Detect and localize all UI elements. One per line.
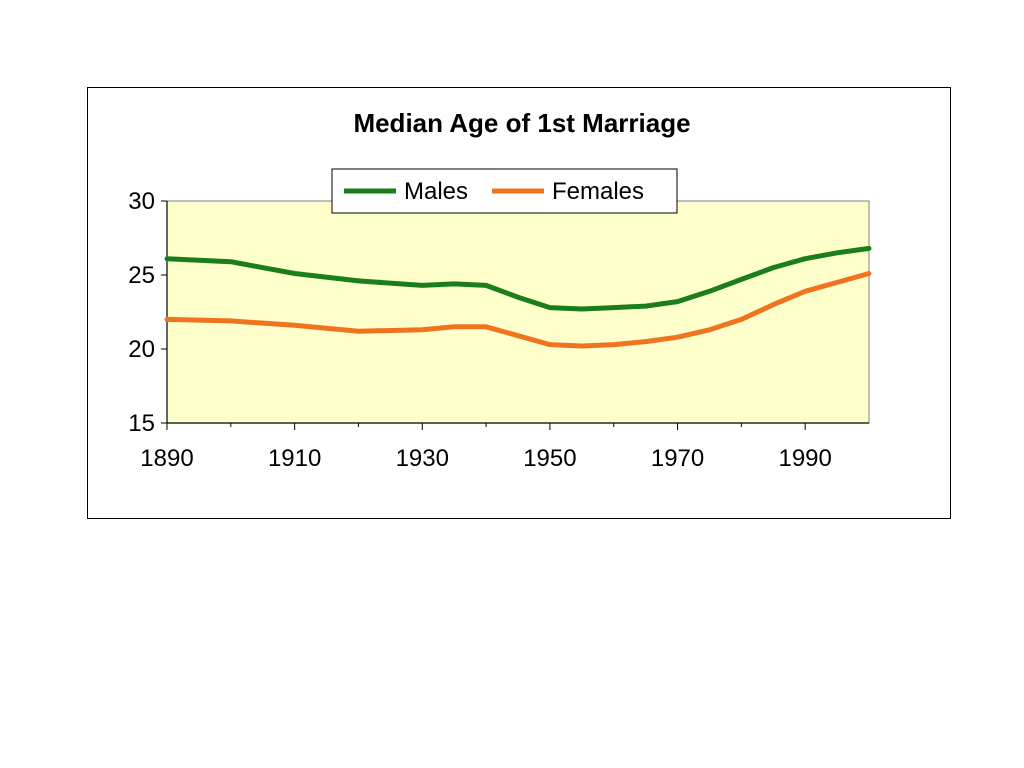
plot-area (166, 200, 870, 424)
x-tick-label: 1970 (651, 445, 704, 472)
legend: Males Females (331, 168, 678, 214)
legend-label-females: Females (552, 178, 644, 205)
chart-title: Median Age of 1st Marriage (353, 108, 690, 138)
y-tick-label: 20 (128, 336, 155, 363)
x-tick-label: 1910 (268, 445, 321, 472)
series-line-females (164, 271, 872, 349)
y-tick-label: 30 (128, 188, 155, 215)
x-tick-label: 1950 (523, 445, 576, 472)
chart-frame: Median Age of 1st Marriage 15 20 25 30 1890 1… (87, 87, 951, 519)
series-line-males (164, 245, 872, 312)
axes: 15 20 25 30 1890 1910 1930 1950 1970 1990 (128, 188, 869, 472)
series-layer (164, 245, 872, 349)
y-tick-label: 25 (128, 262, 155, 289)
legend-label-males: Males (404, 178, 468, 205)
x-tick-label: 1890 (140, 445, 193, 472)
y-tick-label: 15 (128, 410, 155, 437)
x-tick-label: 1930 (396, 445, 449, 472)
x-tick-label: 1990 (778, 445, 831, 472)
